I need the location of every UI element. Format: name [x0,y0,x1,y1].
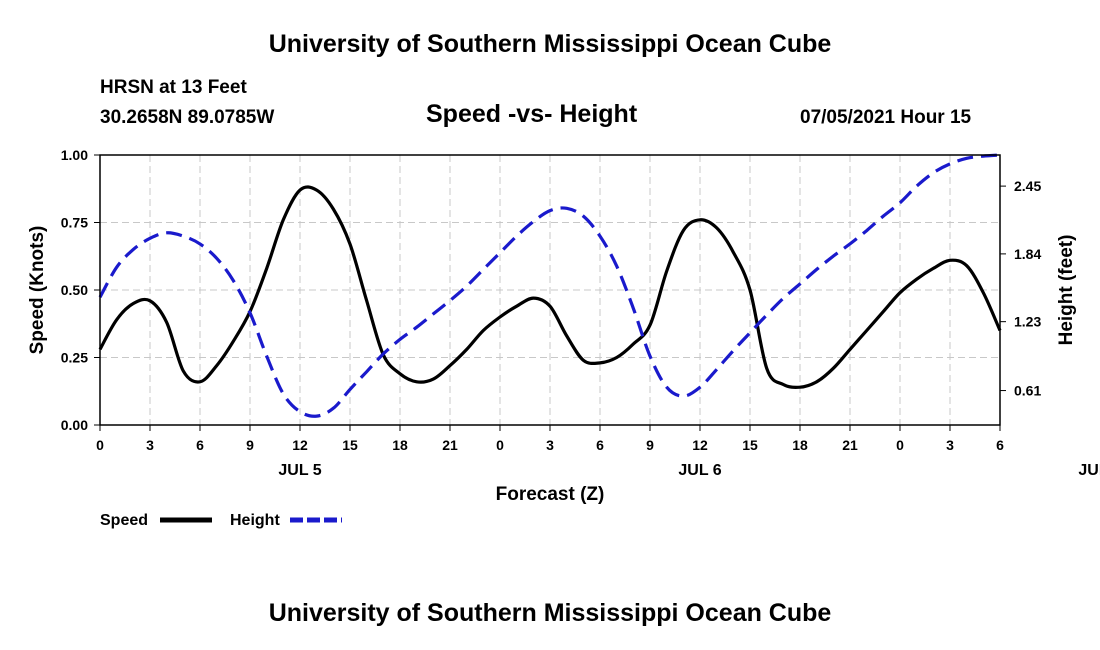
x-tick-label: 6 [996,437,1004,453]
date-label: JUL 6 [678,462,721,479]
chart-title: Speed -vs- Height [426,100,638,128]
x-tick-label: 6 [596,437,604,453]
series-layer [98,153,1002,418]
y-tick-label: 0.00 [61,417,88,433]
y-tick-label: 0.75 [61,215,88,231]
legend: Speed Height [100,512,342,529]
y-tick-label: 1.00 [61,147,88,163]
y-axis-label: Speed (Knots) [27,226,48,355]
x-tick-label: 15 [342,437,358,453]
x-tick-label: 0 [96,437,104,453]
station-coordinates: 30.2658N 89.0785W [100,107,275,128]
grid-lines [100,155,1000,425]
x-tick-label: 21 [442,437,458,453]
y2-tick-label: 1.23 [1014,314,1041,330]
x-tick-label: 3 [546,437,554,453]
x-tick-label: 9 [246,437,254,453]
station-label: HRSN at 13 Feet [100,77,247,98]
y-tick-label: 0.25 [61,350,88,366]
x-tick-label: 12 [292,437,308,453]
y2-tick-label: 1.84 [1014,246,1041,262]
footer-title: University of Southern Mississippi Ocean… [268,599,832,627]
date-label: JUL 5 [278,462,321,479]
x-axis-label: Forecast (Z) [496,484,605,505]
x-tick-label: 15 [742,437,758,453]
x-tick-label: 3 [946,437,954,453]
page-title: University of Southern Mississippi Ocean… [268,30,832,58]
x-tick-label: 18 [392,437,408,453]
x-tick-label: 3 [146,437,154,453]
height-legend-label: Height [230,512,280,529]
x-tick-label: 0 [496,437,504,453]
y-tick-label: 0.50 [61,282,88,298]
y2-tick-label: 2.45 [1014,178,1041,194]
x-tick-label: 18 [792,437,808,453]
axes: 0 3 6 9 12 15 18 21 0 3 6 9 12 15 18 21 0 3 6 JUL 5 JUL 6 JUL… [61,147,1100,479]
x-tick-label: 21 [842,437,858,453]
y2-tick-label: 0.61 [1014,383,1041,399]
height-series-line [98,153,1001,418]
x-tick-label: 12 [692,437,708,453]
date-label: JUL 7 [1078,462,1100,479]
speed-legend-label: Speed [100,512,148,529]
x-tick-label: 0 [896,437,904,453]
x-tick-label: 9 [646,437,654,453]
x-tick-label: 6 [196,437,204,453]
forecast-timestamp: 07/05/2021 Hour 15 [800,107,972,128]
y2-axis-label: Height (feet) [1056,235,1077,346]
